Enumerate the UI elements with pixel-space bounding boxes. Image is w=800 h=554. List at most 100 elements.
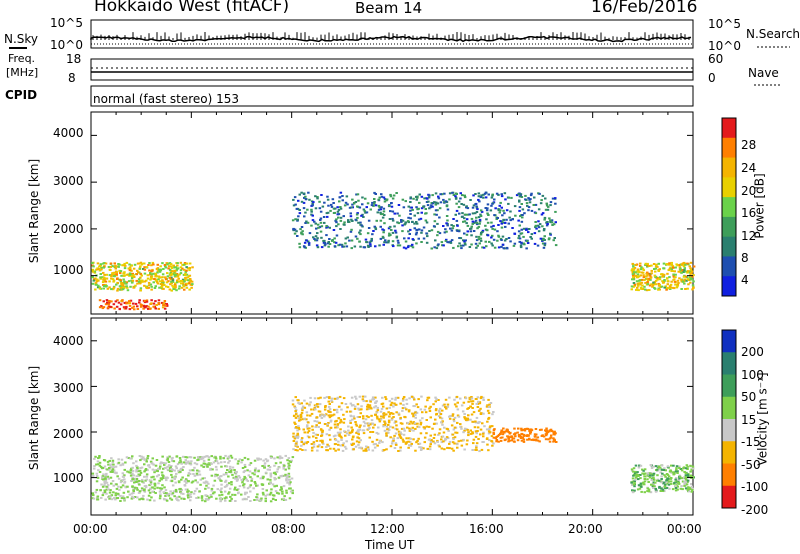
power-cell xyxy=(382,231,385,234)
power-cell xyxy=(185,269,188,272)
velocity-cell xyxy=(98,464,102,467)
power-cell xyxy=(91,270,95,273)
velocity-cell xyxy=(378,420,382,423)
velocity-cell xyxy=(315,403,319,406)
power-cell xyxy=(106,301,109,304)
velocity-cell xyxy=(662,469,666,471)
power-cell xyxy=(99,273,102,275)
power-cell xyxy=(304,211,307,214)
power-cell xyxy=(452,246,455,249)
velocity-cell xyxy=(487,416,491,419)
velocity-cell xyxy=(197,458,200,461)
power-cell xyxy=(162,304,165,307)
velocity-cell xyxy=(683,482,686,485)
power-cell xyxy=(348,206,352,209)
velocity-cell xyxy=(421,417,424,420)
power-cell xyxy=(369,243,372,246)
power-cell xyxy=(105,299,109,302)
velocity-cell xyxy=(291,489,294,492)
power-cell xyxy=(385,241,388,244)
power-cell xyxy=(692,280,695,283)
power-cell xyxy=(420,231,423,234)
power-cell xyxy=(374,245,377,248)
velocity-cell xyxy=(469,405,472,408)
velocity-cell xyxy=(432,437,436,439)
velocity-cell xyxy=(342,413,345,416)
power-cell xyxy=(428,230,431,232)
velocity-cell xyxy=(190,460,193,463)
power-cell xyxy=(486,203,490,206)
power-cell xyxy=(435,201,438,204)
velocity-cell xyxy=(119,494,122,497)
noise-left-tick-bottom: 10^0 xyxy=(50,38,83,52)
velocity-cell xyxy=(266,459,270,462)
velocity-cell xyxy=(544,438,548,441)
power-colorbar xyxy=(721,117,737,297)
velocity-cell xyxy=(323,396,326,399)
power-cell xyxy=(404,221,407,224)
velocity-cell xyxy=(690,490,693,493)
velocity-cell xyxy=(443,448,446,451)
velocity-cell xyxy=(654,481,657,484)
power-cell xyxy=(122,285,125,288)
velocity-cell xyxy=(631,483,634,486)
velocity-cell xyxy=(552,438,556,441)
velocity-cell xyxy=(224,480,227,483)
velocity-cell xyxy=(684,487,688,490)
power-cell xyxy=(446,241,449,244)
velocity-cell xyxy=(179,468,182,471)
power-cell xyxy=(545,224,549,227)
velocity-cell xyxy=(235,479,239,482)
velocity-cell xyxy=(215,468,218,471)
power-cell xyxy=(431,202,435,205)
velocity-cell xyxy=(367,424,370,427)
power-cell xyxy=(430,247,433,250)
power-cell xyxy=(502,209,505,212)
power-cell xyxy=(367,219,371,222)
power-cell xyxy=(507,222,510,225)
velocity-cell xyxy=(422,426,426,429)
power-cell xyxy=(656,278,659,281)
velocity-cell xyxy=(224,499,227,502)
velocity-cell xyxy=(106,475,110,478)
power-cell xyxy=(333,245,337,248)
power-cell xyxy=(670,263,674,266)
velocity-cell xyxy=(639,464,643,467)
power-colorbar-segment xyxy=(722,197,736,218)
velocity-cell xyxy=(96,476,100,479)
velocity-cell xyxy=(520,427,523,430)
velocity-cell xyxy=(401,399,405,402)
power-cell xyxy=(388,204,391,207)
velocity-cell xyxy=(358,395,362,398)
power-cell xyxy=(674,266,677,269)
power-cell xyxy=(295,207,299,210)
power-cell xyxy=(464,239,467,242)
velocity-cell xyxy=(150,496,153,499)
velocity-cell xyxy=(187,472,191,475)
velocity-cell xyxy=(109,470,112,473)
power-cell xyxy=(398,214,401,217)
velocity-cell xyxy=(143,490,147,493)
velocity-cell xyxy=(134,486,137,489)
power-cell xyxy=(525,202,529,205)
velocity-cell xyxy=(375,415,379,418)
velocity-cell xyxy=(337,448,340,451)
velocity-cell xyxy=(306,441,310,443)
velocity-cell xyxy=(374,405,378,408)
velocity-cell xyxy=(327,400,330,403)
velocity-cell xyxy=(174,481,177,484)
power-cell xyxy=(541,225,544,228)
velocity-cell xyxy=(227,456,230,459)
velocity-cell xyxy=(419,423,422,426)
power-cell xyxy=(501,235,505,238)
power-cell xyxy=(425,201,429,203)
power-cell xyxy=(415,242,418,245)
velocity-cell xyxy=(631,489,634,492)
velocity-cell xyxy=(425,419,428,421)
velocity-cell xyxy=(180,492,183,495)
velocity-cell xyxy=(187,496,190,499)
velocity-cell xyxy=(354,445,358,448)
velocity-cell xyxy=(103,477,107,480)
power-cell xyxy=(538,223,542,226)
power-cell xyxy=(305,239,308,242)
